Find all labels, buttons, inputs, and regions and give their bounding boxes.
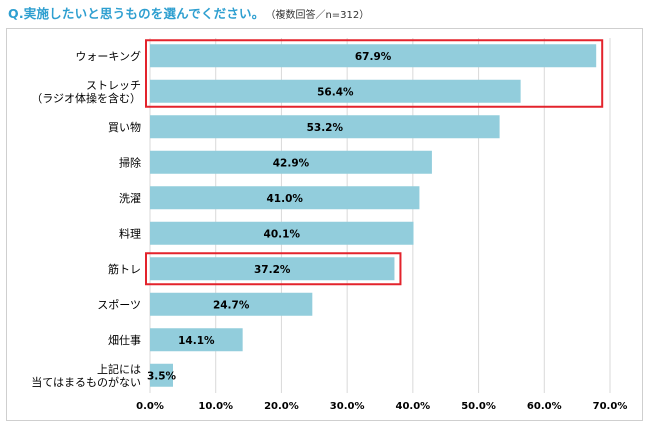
question-title: Q.実施したいと思うものを選んでください。 [8,6,265,21]
response-note: （複数回答／n=312） [270,10,370,21]
category-label: 当てはまるものがない [31,375,141,389]
highlight-boxes [145,39,604,286]
bar [150,150,432,174]
x-tick-label: 70.0% [593,401,628,412]
bar [150,115,500,139]
bar [150,328,243,352]
bar [150,363,173,387]
bar [150,186,420,210]
category-label: （ラジオ体操を含む） [31,91,141,105]
x-tick-label: 0.0% [136,401,164,412]
category-label: 筋トレ [108,262,141,276]
category-label: 買い物 [108,120,141,134]
bar-value-label: 53.2% [307,122,344,134]
category-label: 畑仕事 [108,334,141,347]
x-tick-label: 10.0% [198,401,233,412]
category-label: 掃除 [119,155,141,169]
x-tick-label: 30.0% [330,401,365,412]
x-tick-label: 50.0% [461,401,496,412]
bar-value-label: 40.1% [264,228,301,240]
bar [150,221,414,245]
category-label: 料理 [119,226,141,240]
bar-value-label: 42.9% [273,157,310,169]
x-tick-label: 60.0% [527,401,562,412]
x-tick-label: 20.0% [264,401,299,412]
category-label: 上記には [97,362,141,376]
bar-value-label: 14.1% [178,335,215,347]
bar [150,292,313,316]
bar-value-label: 56.4% [317,86,354,98]
highlight-box [145,39,604,108]
bar-value-label: 24.7% [213,299,250,311]
bar [150,257,395,281]
labels: 0.0% 10.0% 20.0% 30.0% 40.0% 50.0% 60.0% 70.0% 6… [31,49,627,412]
category-label: スポーツ [97,298,141,311]
bar [150,79,521,103]
bar-value-label: 41.0% [266,193,303,205]
x-tick-label: 40.0% [396,401,431,412]
category-label: ウォーキング [75,49,141,63]
highlight-box [145,252,402,286]
bar-value-label: 37.2% [254,264,291,276]
bars [150,44,597,387]
bar [150,44,597,68]
category-label: ストレッチ [86,79,141,92]
bar-value-label: 3.5% [147,370,177,382]
bar-value-label: 67.9% [355,51,392,63]
chart-frame [6,28,643,421]
title-row: Q.実施したいと思うものを選んでください。 （複数回答／n=312） [8,3,369,23]
category-label: 洗濯 [119,192,141,205]
